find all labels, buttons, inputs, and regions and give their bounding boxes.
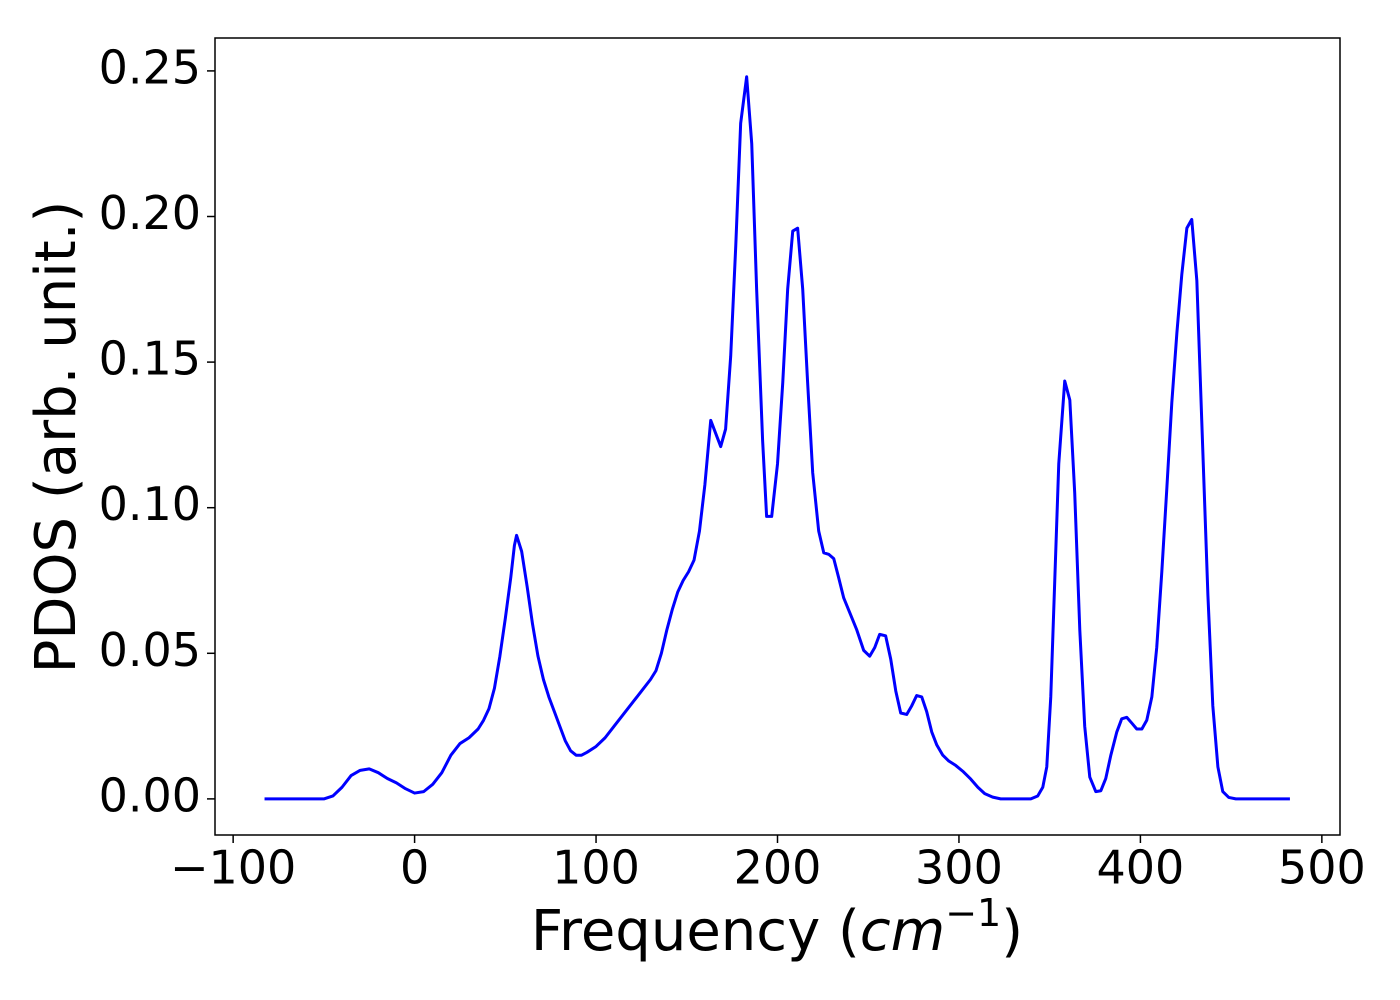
y-tick-label: 0.00 <box>99 768 201 822</box>
y-tick-label: 0.15 <box>99 332 201 386</box>
x-axis-label: Frequency (cm−1) <box>531 891 1023 965</box>
y-axis-label: PDOS (arb. unit.) <box>24 201 89 674</box>
x-label-text: Frequency ( <box>531 899 860 964</box>
x-tick-label: 400 <box>1096 841 1184 895</box>
x-tick-label: 500 <box>1278 841 1366 895</box>
x-label-close: ) <box>1001 899 1023 964</box>
x-tick-label: 300 <box>915 841 1003 895</box>
y-tick-label: 0.20 <box>99 186 201 240</box>
x-tick-label: 200 <box>734 841 822 895</box>
x-tick-label: 100 <box>552 841 640 895</box>
x-tick-label: −100 <box>170 841 296 895</box>
data-line <box>264 75 1290 801</box>
y-tick-label: 0.25 <box>99 40 201 94</box>
x-tick-label: 0 <box>400 841 429 895</box>
x-label-sup: −1 <box>945 891 1001 935</box>
y-tick-label: 0.10 <box>99 477 201 531</box>
y-tick-label: 0.05 <box>99 623 201 677</box>
x-label-math: cm <box>860 899 945 964</box>
